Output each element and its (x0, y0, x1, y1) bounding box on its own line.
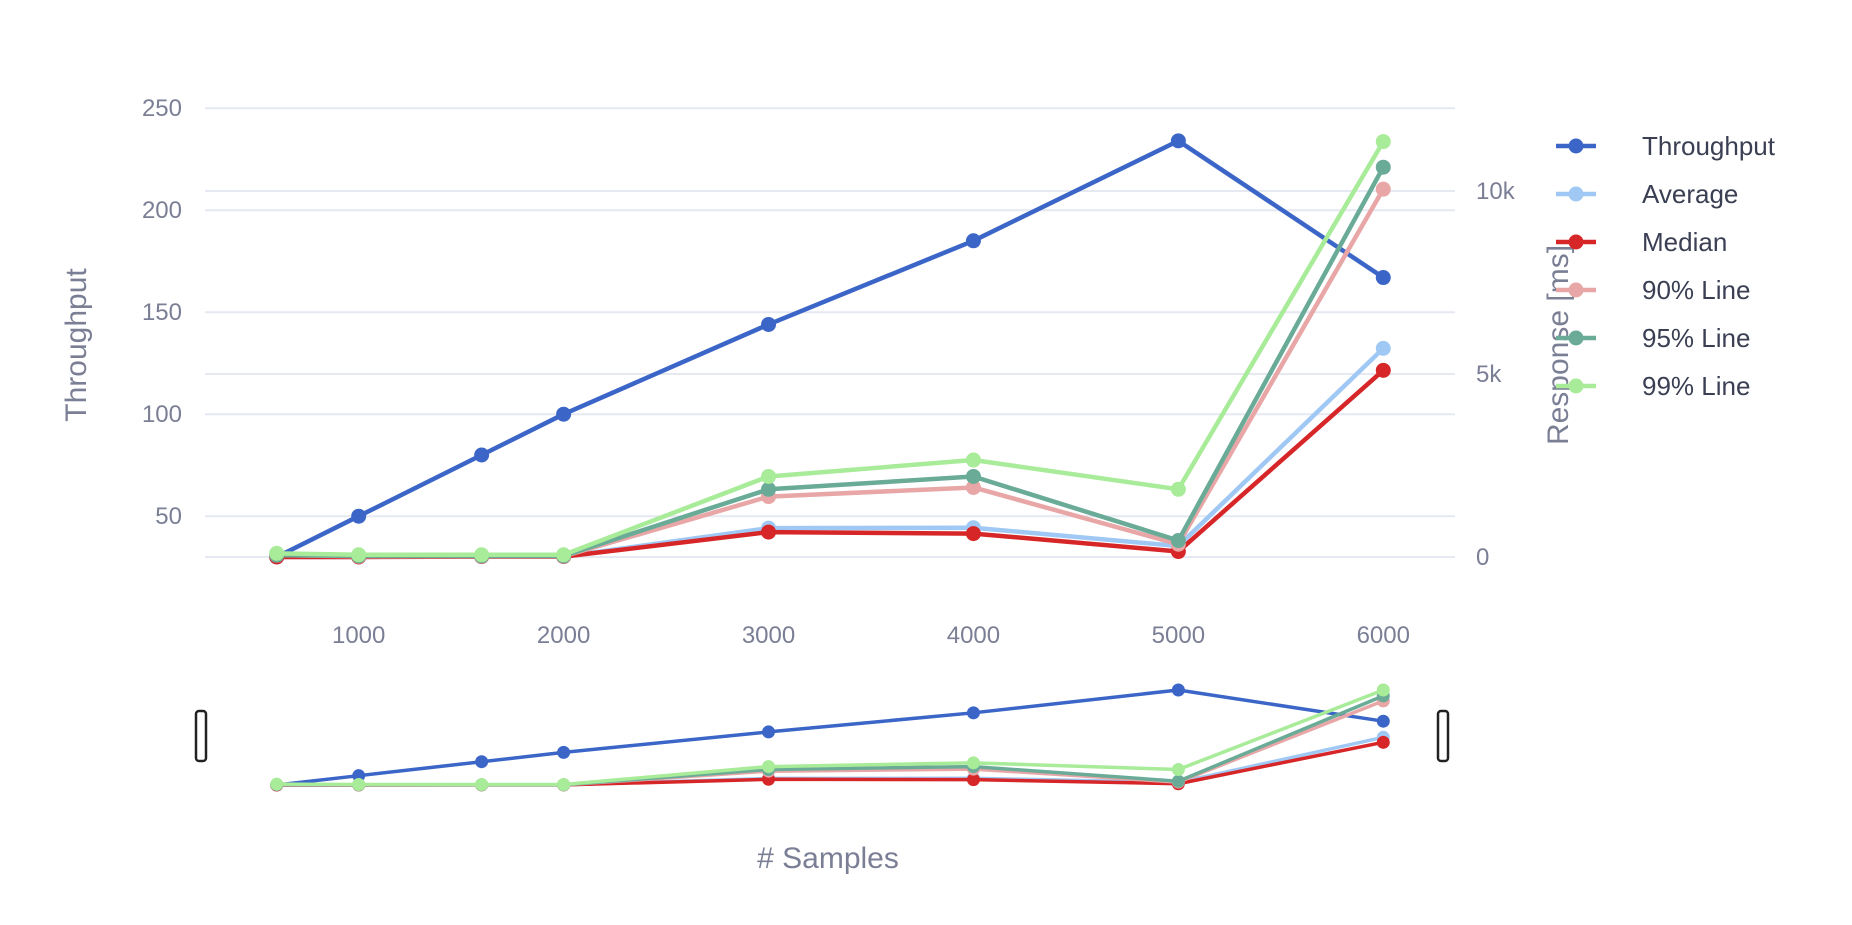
data-point-median[interactable] (761, 524, 777, 540)
mini-data-point (1376, 735, 1390, 749)
legend-item-throughput[interactable]: Throughput (1556, 131, 1776, 161)
legend-swatch-marker (1568, 186, 1584, 202)
legend-item-95-line[interactable]: 95% Line (1556, 323, 1750, 353)
legend-label: 95% Line (1642, 323, 1750, 353)
mini-data-point (352, 777, 366, 791)
y-right-ticks: 0 5k 10k (1476, 178, 1516, 571)
data-point-99-line[interactable] (761, 468, 777, 484)
series-line-99-line[interactable] (276, 140, 1386, 558)
data-point-99-line[interactable] (474, 547, 490, 563)
x-ticks: 1000 2000 3000 4000 5000 6000 (332, 622, 1410, 649)
mini-data-point (1376, 683, 1390, 697)
series-99-line[interactable] (269, 134, 1391, 563)
legend[interactable]: Throughput Average Median 90% Line 95% Line 9… (1556, 131, 1776, 401)
legend-swatch-marker (1568, 378, 1584, 394)
y-right-tick-label: 0 (1476, 544, 1489, 571)
series-line-throughput[interactable] (275, 138, 1385, 560)
data-point-90-line[interactable] (965, 479, 981, 495)
legend-swatch-marker (1568, 330, 1584, 346)
data-point-95-line[interactable] (1375, 159, 1391, 175)
mini-series-average (270, 730, 1390, 792)
y-left-tick-label: 150 (142, 299, 182, 326)
legend-item-99-line[interactable]: 99% Line (1556, 371, 1750, 401)
x-tick-label: 6000 (1357, 622, 1410, 649)
series-throughput[interactable] (269, 133, 1391, 565)
data-point-median[interactable] (1375, 362, 1391, 378)
mini-data-point (966, 706, 980, 720)
mini-data-point (270, 777, 284, 791)
legend-swatch-marker (1568, 234, 1584, 250)
y-left-ticks: 50 100 150 200 250 (142, 95, 182, 530)
mini-series-99-line (270, 683, 1390, 791)
data-point-throughput[interactable] (1170, 133, 1186, 149)
data-point-99-line[interactable] (556, 547, 572, 563)
legend-label: Average (1642, 179, 1738, 209)
mini-data-point (475, 777, 489, 791)
data-point-95-line[interactable] (1170, 533, 1186, 549)
y-right-tick-label: 10k (1476, 178, 1516, 205)
y-left-tick-label: 250 (142, 95, 182, 122)
data-point-average[interactable] (1375, 340, 1391, 356)
mini-series-line (276, 688, 1384, 787)
mini-data-point (762, 760, 776, 774)
data-point-throughput[interactable] (965, 233, 981, 249)
range-slider-handle-left[interactable] (194, 709, 208, 763)
y-left-tick-label: 200 (142, 197, 182, 224)
legend-item-average[interactable]: Average (1556, 179, 1738, 209)
data-point-throughput[interactable] (474, 447, 490, 463)
x-tick-label: 4000 (947, 622, 1000, 649)
mini-data-point (475, 755, 489, 769)
series-line-95-line[interactable] (276, 166, 1386, 559)
data-point-99-line[interactable] (351, 547, 367, 563)
mini-data-point (966, 773, 980, 787)
y-right-tick-label: 5k (1476, 361, 1502, 388)
x-axis-title: # Samples (757, 842, 899, 875)
range-slider[interactable] (194, 683, 1450, 792)
data-point-throughput[interactable] (556, 406, 572, 422)
data-point-95-line[interactable] (965, 468, 981, 484)
grid-layer (205, 107, 1455, 558)
x-tick-label: 1000 (332, 622, 385, 649)
mini-data-point (1171, 683, 1185, 697)
data-point-throughput[interactable] (1375, 270, 1391, 286)
mini-data-point (1376, 714, 1390, 728)
data-point-99-line[interactable] (269, 545, 285, 561)
mini-data-point (1171, 763, 1185, 777)
legend-swatch-marker (1568, 138, 1584, 154)
range-slider-handle-right[interactable] (1436, 709, 1450, 763)
legend-label: Throughput (1642, 131, 1776, 161)
x-tick-label: 5000 (1152, 622, 1205, 649)
y-right-axis-title: Response [ms] (1542, 245, 1575, 445)
mini-data-point (557, 745, 571, 759)
data-point-99-line[interactable] (1170, 481, 1186, 497)
mini-data-point (762, 725, 776, 739)
mini-data-point (966, 756, 980, 770)
data-point-90-line[interactable] (1375, 181, 1391, 197)
series-line-90-line[interactable] (276, 188, 1386, 559)
data-point-throughput[interactable] (351, 508, 367, 524)
x-tick-label: 2000 (537, 622, 590, 649)
legend-label: 90% Line (1642, 275, 1750, 305)
legend-label: Median (1642, 227, 1727, 257)
data-point-99-line[interactable] (965, 452, 981, 468)
mini-series-line (276, 688, 1384, 787)
mini-data-point (1171, 774, 1185, 788)
x-tick-label: 3000 (742, 622, 795, 649)
data-point-95-line[interactable] (761, 481, 777, 497)
y-left-axis-title: Throughput (60, 268, 93, 422)
y-left-tick-label: 50 (155, 503, 182, 530)
legend-swatch-marker (1568, 282, 1584, 298)
series-line-average[interactable] (276, 346, 1385, 560)
series-layer[interactable] (269, 133, 1391, 565)
data-point-median[interactable] (965, 526, 981, 542)
data-point-throughput[interactable] (761, 316, 777, 332)
y-left-tick-label: 100 (142, 401, 182, 428)
legend-item-median[interactable]: Median (1556, 227, 1727, 257)
mini-data-point (557, 777, 571, 791)
legend-label: 99% Line (1642, 371, 1750, 401)
data-point-99-line[interactable] (1375, 134, 1391, 150)
legend-item-90-line[interactable]: 90% Line (1556, 275, 1750, 305)
